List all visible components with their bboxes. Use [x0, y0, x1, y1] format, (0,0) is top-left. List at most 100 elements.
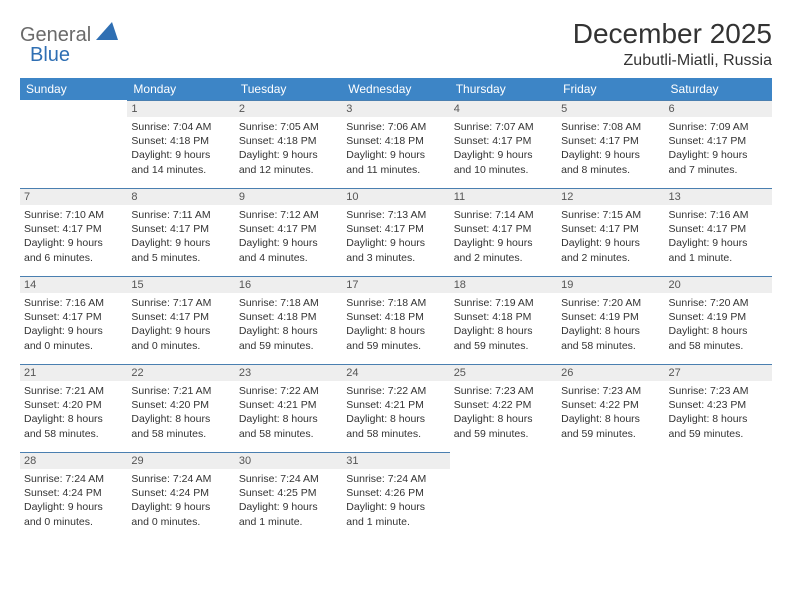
- day-details: Sunrise: 7:22 AMSunset: 4:21 PMDaylight:…: [342, 381, 449, 445]
- daylight-text: and 8 minutes.: [561, 163, 660, 177]
- sunrise-text: Sunrise: 7:24 AM: [239, 472, 338, 486]
- sunrise-text: Sunrise: 7:20 AM: [669, 296, 768, 310]
- daylight-text: and 4 minutes.: [239, 251, 338, 265]
- day-number: 12: [557, 188, 664, 205]
- daylight-text: Daylight: 9 hours: [561, 148, 660, 162]
- daylight-text: Daylight: 9 hours: [669, 236, 768, 250]
- logo-triangle-icon: [96, 22, 118, 45]
- daylight-text: Daylight: 8 hours: [561, 412, 660, 426]
- daylight-text: Daylight: 9 hours: [24, 500, 123, 514]
- day-details: Sunrise: 7:24 AMSunset: 4:25 PMDaylight:…: [235, 469, 342, 533]
- daylight-text: and 58 minutes.: [669, 339, 768, 353]
- calendar-day-cell: 8Sunrise: 7:11 AMSunset: 4:17 PMDaylight…: [127, 188, 234, 276]
- day-details: Sunrise: 7:23 AMSunset: 4:23 PMDaylight:…: [665, 381, 772, 445]
- calendar-day-cell: 30Sunrise: 7:24 AMSunset: 4:25 PMDayligh…: [235, 452, 342, 540]
- brand-part2: Blue: [30, 44, 70, 67]
- calendar-day-cell: 18Sunrise: 7:19 AMSunset: 4:18 PMDayligh…: [450, 276, 557, 364]
- calendar-day-cell: 9Sunrise: 7:12 AMSunset: 4:17 PMDaylight…: [235, 188, 342, 276]
- sunrise-text: Sunrise: 7:05 AM: [239, 120, 338, 134]
- day-details: Sunrise: 7:16 AMSunset: 4:17 PMDaylight:…: [665, 205, 772, 269]
- day-details: Sunrise: 7:21 AMSunset: 4:20 PMDaylight:…: [20, 381, 127, 445]
- day-details: Sunrise: 7:20 AMSunset: 4:19 PMDaylight:…: [557, 293, 664, 357]
- sunset-text: Sunset: 4:23 PM: [669, 398, 768, 412]
- sunset-text: Sunset: 4:17 PM: [131, 310, 230, 324]
- sunset-text: Sunset: 4:19 PM: [561, 310, 660, 324]
- day-number: 31: [342, 452, 449, 469]
- day-number: 10: [342, 188, 449, 205]
- day-number: 14: [20, 276, 127, 293]
- calendar-day-cell: 5Sunrise: 7:08 AMSunset: 4:17 PMDaylight…: [557, 100, 664, 188]
- month-title: December 2025: [573, 18, 772, 50]
- day-number: 20: [665, 276, 772, 293]
- calendar-day-cell: 31Sunrise: 7:24 AMSunset: 4:26 PMDayligh…: [342, 452, 449, 540]
- weekday-header: Wednesday: [342, 78, 449, 100]
- weekday-header-row: Sunday Monday Tuesday Wednesday Thursday…: [20, 78, 772, 100]
- daylight-text: Daylight: 9 hours: [131, 324, 230, 338]
- sunrise-text: Sunrise: 7:04 AM: [131, 120, 230, 134]
- day-number: 15: [127, 276, 234, 293]
- day-details: Sunrise: 7:18 AMSunset: 4:18 PMDaylight:…: [342, 293, 449, 357]
- day-details: Sunrise: 7:24 AMSunset: 4:24 PMDaylight:…: [20, 469, 127, 533]
- calendar-day-cell: 2Sunrise: 7:05 AMSunset: 4:18 PMDaylight…: [235, 100, 342, 188]
- sunset-text: Sunset: 4:22 PM: [454, 398, 553, 412]
- day-number: 30: [235, 452, 342, 469]
- sunset-text: Sunset: 4:21 PM: [239, 398, 338, 412]
- calendar-day-cell: 16Sunrise: 7:18 AMSunset: 4:18 PMDayligh…: [235, 276, 342, 364]
- day-details: Sunrise: 7:07 AMSunset: 4:17 PMDaylight:…: [450, 117, 557, 181]
- sunset-text: Sunset: 4:24 PM: [24, 486, 123, 500]
- daylight-text: Daylight: 9 hours: [24, 236, 123, 250]
- daylight-text: Daylight: 8 hours: [454, 412, 553, 426]
- day-details: Sunrise: 7:09 AMSunset: 4:17 PMDaylight:…: [665, 117, 772, 181]
- calendar-day-cell: 10Sunrise: 7:13 AMSunset: 4:17 PMDayligh…: [342, 188, 449, 276]
- calendar-day-cell: 4Sunrise: 7:07 AMSunset: 4:17 PMDaylight…: [450, 100, 557, 188]
- sunset-text: Sunset: 4:17 PM: [239, 222, 338, 236]
- calendar-day-cell: [557, 452, 664, 540]
- daylight-text: and 2 minutes.: [454, 251, 553, 265]
- sunset-text: Sunset: 4:20 PM: [131, 398, 230, 412]
- day-details: Sunrise: 7:18 AMSunset: 4:18 PMDaylight:…: [235, 293, 342, 357]
- daylight-text: and 58 minutes.: [346, 427, 445, 441]
- sunset-text: Sunset: 4:17 PM: [346, 222, 445, 236]
- sunrise-text: Sunrise: 7:07 AM: [454, 120, 553, 134]
- sunset-text: Sunset: 4:17 PM: [669, 222, 768, 236]
- calendar-day-cell: 17Sunrise: 7:18 AMSunset: 4:18 PMDayligh…: [342, 276, 449, 364]
- calendar-day-cell: 7Sunrise: 7:10 AMSunset: 4:17 PMDaylight…: [20, 188, 127, 276]
- calendar-day-cell: [20, 100, 127, 188]
- sunset-text: Sunset: 4:17 PM: [24, 222, 123, 236]
- day-number: 28: [20, 452, 127, 469]
- day-number: 18: [450, 276, 557, 293]
- day-number: 21: [20, 364, 127, 381]
- day-details: Sunrise: 7:14 AMSunset: 4:17 PMDaylight:…: [450, 205, 557, 269]
- sunrise-text: Sunrise: 7:24 AM: [346, 472, 445, 486]
- daylight-text: Daylight: 9 hours: [239, 148, 338, 162]
- sunrise-text: Sunrise: 7:17 AM: [131, 296, 230, 310]
- day-details: Sunrise: 7:13 AMSunset: 4:17 PMDaylight:…: [342, 205, 449, 269]
- day-details: Sunrise: 7:11 AMSunset: 4:17 PMDaylight:…: [127, 205, 234, 269]
- day-number: 22: [127, 364, 234, 381]
- day-number: 9: [235, 188, 342, 205]
- calendar-day-cell: 29Sunrise: 7:24 AMSunset: 4:24 PMDayligh…: [127, 452, 234, 540]
- location-label: Zubutli-Miatli, Russia: [573, 52, 772, 70]
- calendar-week-row: 21Sunrise: 7:21 AMSunset: 4:20 PMDayligh…: [20, 364, 772, 452]
- sunset-text: Sunset: 4:17 PM: [131, 222, 230, 236]
- daylight-text: and 58 minutes.: [239, 427, 338, 441]
- day-number: 2: [235, 100, 342, 117]
- day-details: Sunrise: 7:12 AMSunset: 4:17 PMDaylight:…: [235, 205, 342, 269]
- daylight-text: and 59 minutes.: [454, 339, 553, 353]
- day-details: Sunrise: 7:17 AMSunset: 4:17 PMDaylight:…: [127, 293, 234, 357]
- sunset-text: Sunset: 4:19 PM: [669, 310, 768, 324]
- day-details: Sunrise: 7:20 AMSunset: 4:19 PMDaylight:…: [665, 293, 772, 357]
- sunrise-text: Sunrise: 7:16 AM: [24, 296, 123, 310]
- calendar-day-cell: 27Sunrise: 7:23 AMSunset: 4:23 PMDayligh…: [665, 364, 772, 452]
- daylight-text: Daylight: 9 hours: [346, 500, 445, 514]
- sunset-text: Sunset: 4:20 PM: [24, 398, 123, 412]
- day-number: 5: [557, 100, 664, 117]
- daylight-text: Daylight: 8 hours: [346, 324, 445, 338]
- sunrise-text: Sunrise: 7:18 AM: [346, 296, 445, 310]
- sunrise-text: Sunrise: 7:13 AM: [346, 208, 445, 222]
- calendar-day-cell: 21Sunrise: 7:21 AMSunset: 4:20 PMDayligh…: [20, 364, 127, 452]
- day-details: Sunrise: 7:04 AMSunset: 4:18 PMDaylight:…: [127, 117, 234, 181]
- daylight-text: and 2 minutes.: [561, 251, 660, 265]
- sunrise-text: Sunrise: 7:11 AM: [131, 208, 230, 222]
- day-details: Sunrise: 7:16 AMSunset: 4:17 PMDaylight:…: [20, 293, 127, 357]
